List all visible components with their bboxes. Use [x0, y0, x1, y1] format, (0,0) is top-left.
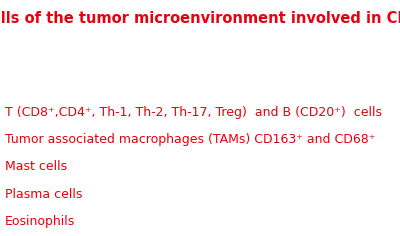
Text: Tumor associated macrophages (TAMs) CD163⁺ and CD68⁺: Tumor associated macrophages (TAMs) CD16…: [5, 133, 375, 146]
Text: Mast cells: Mast cells: [5, 160, 67, 173]
Text: Plasma cells: Plasma cells: [5, 188, 82, 201]
Text: T (CD8⁺,CD4⁺, Th-1, Th-2, Th-17, Treg)  and B (CD20⁺)  cells: T (CD8⁺,CD4⁺, Th-1, Th-2, Th-17, Treg) a…: [5, 106, 382, 119]
Text: Eosinophils: Eosinophils: [5, 215, 75, 228]
Text: Cells of the tumor microenvironment involved in CHL: Cells of the tumor microenvironment invo…: [0, 11, 400, 26]
